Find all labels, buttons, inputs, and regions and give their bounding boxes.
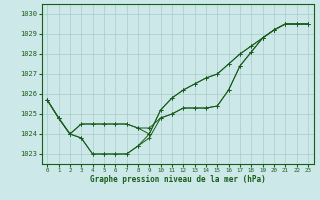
X-axis label: Graphe pression niveau de la mer (hPa): Graphe pression niveau de la mer (hPa) — [90, 175, 266, 184]
